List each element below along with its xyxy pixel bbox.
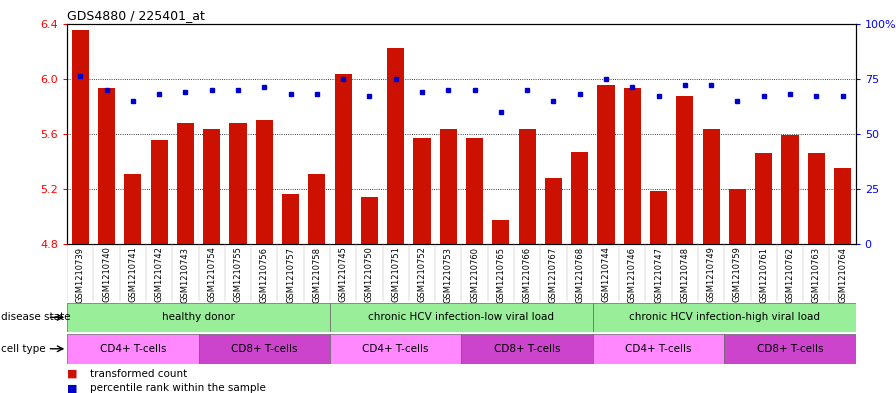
Bar <box>593 303 856 332</box>
Bar <box>571 151 589 244</box>
Text: GSM1210766: GSM1210766 <box>522 246 531 303</box>
Bar <box>177 123 194 244</box>
Bar <box>650 191 668 244</box>
Bar <box>492 220 510 244</box>
Text: GSM1210748: GSM1210748 <box>680 246 689 303</box>
Text: GSM1210741: GSM1210741 <box>128 246 137 302</box>
Bar <box>67 334 199 364</box>
Bar <box>98 88 116 244</box>
Text: GSM1210764: GSM1210764 <box>838 246 847 303</box>
Text: GSM1210753: GSM1210753 <box>444 246 452 303</box>
Bar <box>728 189 746 244</box>
Bar <box>334 74 352 244</box>
Bar <box>440 129 457 244</box>
Text: CD8+ T-cells: CD8+ T-cells <box>494 344 560 354</box>
Text: GSM1210742: GSM1210742 <box>155 246 164 302</box>
Bar <box>282 194 299 244</box>
Text: GSM1210754: GSM1210754 <box>207 246 216 302</box>
Text: ■: ■ <box>67 369 78 379</box>
Text: CD8+ T-cells: CD8+ T-cells <box>231 344 297 354</box>
Text: GSM1210762: GSM1210762 <box>786 246 795 303</box>
Text: GSM1210759: GSM1210759 <box>733 246 742 302</box>
Bar <box>308 173 325 244</box>
Bar <box>125 173 142 244</box>
Bar <box>387 48 404 244</box>
Bar <box>330 303 593 332</box>
Bar <box>598 85 615 244</box>
Text: GSM1210747: GSM1210747 <box>654 246 663 303</box>
Text: GSM1210755: GSM1210755 <box>234 246 243 302</box>
Bar <box>67 303 330 332</box>
Text: GSM1210757: GSM1210757 <box>286 246 295 303</box>
Text: GSM1210768: GSM1210768 <box>575 246 584 303</box>
Text: chronic HCV infection-high viral load: chronic HCV infection-high viral load <box>629 312 820 322</box>
Bar <box>255 120 273 244</box>
Bar <box>545 178 562 244</box>
Text: GSM1210745: GSM1210745 <box>339 246 348 302</box>
Text: GSM1210743: GSM1210743 <box>181 246 190 303</box>
Text: ■: ■ <box>67 383 78 393</box>
Text: GSM1210746: GSM1210746 <box>628 246 637 303</box>
Bar <box>229 123 246 244</box>
Text: GSM1210765: GSM1210765 <box>496 246 505 303</box>
Bar <box>361 197 378 244</box>
Bar <box>72 30 89 244</box>
Text: disease state: disease state <box>1 312 71 322</box>
Text: chronic HCV infection-low viral load: chronic HCV infection-low viral load <box>368 312 555 322</box>
Bar <box>834 168 851 244</box>
Text: GSM1210744: GSM1210744 <box>601 246 610 302</box>
Text: GSM1210758: GSM1210758 <box>313 246 322 303</box>
Text: GSM1210767: GSM1210767 <box>549 246 558 303</box>
Text: GSM1210756: GSM1210756 <box>260 246 269 303</box>
Text: GDS4880 / 225401_at: GDS4880 / 225401_at <box>67 9 205 22</box>
Text: healthy donor: healthy donor <box>162 312 235 322</box>
Bar <box>330 334 461 364</box>
Bar <box>203 129 220 244</box>
Text: GSM1210749: GSM1210749 <box>707 246 716 302</box>
Text: GSM1210761: GSM1210761 <box>759 246 768 303</box>
Bar <box>151 140 168 244</box>
Text: GSM1210752: GSM1210752 <box>418 246 426 302</box>
Text: CD8+ T-cells: CD8+ T-cells <box>757 344 823 354</box>
Text: transformed count: transformed count <box>90 369 187 379</box>
Bar <box>724 334 856 364</box>
Text: GSM1210740: GSM1210740 <box>102 246 111 302</box>
Bar <box>413 138 431 244</box>
Text: GSM1210739: GSM1210739 <box>76 246 85 303</box>
Text: GSM1210750: GSM1210750 <box>365 246 374 302</box>
Bar <box>676 96 694 244</box>
Bar <box>593 334 724 364</box>
Bar <box>199 334 330 364</box>
Text: GSM1210751: GSM1210751 <box>392 246 401 302</box>
Bar <box>466 138 483 244</box>
Text: CD4+ T-cells: CD4+ T-cells <box>625 344 692 354</box>
Bar <box>702 129 719 244</box>
Text: GSM1210760: GSM1210760 <box>470 246 479 303</box>
Bar <box>781 135 798 244</box>
Bar <box>519 129 536 244</box>
Bar <box>755 153 772 244</box>
Text: CD4+ T-cells: CD4+ T-cells <box>99 344 166 354</box>
Bar <box>461 334 593 364</box>
Text: CD4+ T-cells: CD4+ T-cells <box>363 344 429 354</box>
Text: cell type: cell type <box>1 344 46 354</box>
Bar <box>807 153 825 244</box>
Text: GSM1210763: GSM1210763 <box>812 246 821 303</box>
Bar <box>624 88 641 244</box>
Text: percentile rank within the sample: percentile rank within the sample <box>90 383 265 393</box>
